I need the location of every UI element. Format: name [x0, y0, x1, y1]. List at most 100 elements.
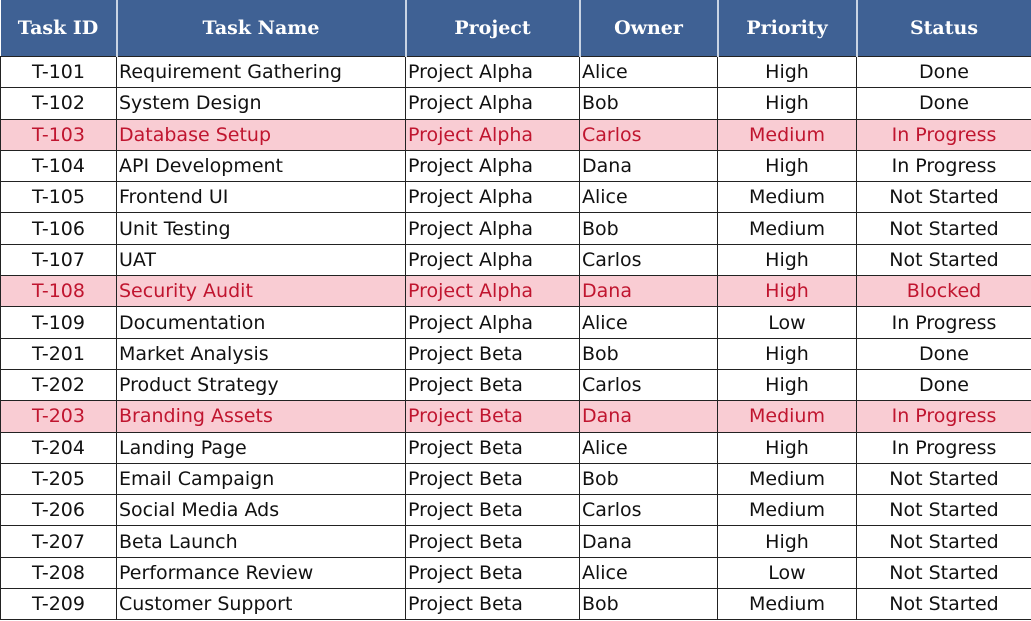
table-row: T-208 Performance Review Project Beta Alice… [0, 556, 1031, 590]
table-cell: High [717, 149, 857, 183]
table-cell: Performance Review [116, 556, 406, 590]
table-cell: Branding Assets [116, 400, 406, 433]
table-cell: T-203 [0, 400, 117, 433]
table-cell: Not Started [856, 181, 1031, 214]
table-row: T-101 Requirement Gathering Project Alpha A… [0, 55, 1031, 89]
table-cell: Medium [717, 181, 857, 214]
table-cell: Dana [579, 149, 718, 183]
table-cell: Medium [717, 118, 857, 151]
table-cell: Blocked [856, 275, 1031, 308]
table-row: T-203 Branding Assets Project Beta Dana Medi… [0, 400, 1031, 433]
table-cell: Alice [579, 306, 718, 339]
table-cell: Product Strategy [116, 368, 406, 402]
table-cell: Project Beta [405, 368, 580, 402]
table-cell: Bob [579, 212, 718, 245]
table-cell: Carlos [579, 118, 718, 151]
table-cell: High [717, 55, 857, 89]
table-cell: Alice [579, 55, 718, 89]
column-header: Task ID [0, 0, 118, 57]
table-row: T-104 API Development Project Alpha Dana Hig… [0, 149, 1031, 183]
column-header: Status [856, 0, 1031, 57]
table-cell: Low [717, 306, 857, 339]
table-cell: T-107 [0, 243, 117, 277]
table-cell: API Development [116, 149, 406, 183]
table-row: T-106 Unit Testing Project Alpha Bob Medium N… [0, 212, 1031, 245]
table-cell: Bob [579, 87, 718, 120]
table-cell: In Progress [856, 400, 1031, 433]
table-cell: Not Started [856, 588, 1031, 621]
table-row: T-107 UAT Project Alpha Carlos High Not Start… [0, 243, 1031, 277]
table-cell: Medium [717, 212, 857, 245]
table-cell: Dana [579, 400, 718, 433]
table-cell: High [717, 243, 857, 277]
table-cell: Project Beta [405, 494, 580, 527]
table-cell: T-109 [0, 306, 117, 339]
table-cell: Not Started [856, 212, 1031, 245]
column-header: Project [405, 0, 581, 57]
table-cell: In Progress [856, 149, 1031, 183]
table-cell: T-207 [0, 525, 117, 558]
table-cell: Database Setup [116, 118, 406, 151]
table-row: T-105 Frontend UI Project Alpha Alice Medium… [0, 181, 1031, 214]
table-cell: Done [856, 368, 1031, 402]
table-cell: Alice [579, 556, 718, 590]
table-cell: Medium [717, 588, 857, 621]
table-cell: Project Beta [405, 588, 580, 621]
table-cell: Alice [579, 431, 718, 464]
table-cell: Social Media Ads [116, 494, 406, 527]
table-cell: Not Started [856, 243, 1031, 277]
table-cell: T-202 [0, 368, 117, 402]
table-cell: Bob [579, 588, 718, 621]
table-cell: Project Alpha [405, 212, 580, 245]
table-cell: T-208 [0, 556, 117, 590]
table-cell: Landing Page [116, 431, 406, 464]
table-cell: UAT [116, 243, 406, 277]
table-cell: Not Started [856, 462, 1031, 496]
table-cell: Done [856, 337, 1031, 370]
table-cell: T-105 [0, 181, 117, 214]
table-cell: In Progress [856, 306, 1031, 339]
table-cell: Project Alpha [405, 181, 580, 214]
table-header: Task ID Task Name Project Owner Priority Stat… [0, 0, 1031, 57]
table-row: T-103 Database Setup Project Alpha Carlos Me… [0, 118, 1031, 151]
table-cell: Beta Launch [116, 525, 406, 558]
table-cell: Medium [717, 462, 857, 496]
table-cell: High [717, 337, 857, 370]
table-cell: Project Alpha [405, 275, 580, 308]
table-cell: Dana [579, 525, 718, 558]
table-cell: T-108 [0, 275, 117, 308]
table-cell: Not Started [856, 494, 1031, 527]
table-cell: Bob [579, 337, 718, 370]
table-cell: T-104 [0, 149, 117, 183]
table-cell: Carlos [579, 494, 718, 527]
table-body: T-101 Requirement Gathering Project Alpha A… [0, 55, 1031, 621]
table-row: T-102 System Design Project Alpha Bob High Do… [0, 87, 1031, 120]
table-cell: Project Beta [405, 525, 580, 558]
table-cell: T-204 [0, 431, 117, 464]
table-cell: Not Started [856, 556, 1031, 590]
table-cell: Security Audit [116, 275, 406, 308]
table-cell: T-209 [0, 588, 117, 621]
table-cell: Project Beta [405, 556, 580, 590]
table-cell: Project Beta [405, 400, 580, 433]
table-cell: Dana [579, 275, 718, 308]
table-cell: High [717, 368, 857, 402]
table-cell: Project Beta [405, 462, 580, 496]
table-cell: Not Started [856, 525, 1031, 558]
table-cell: Project Beta [405, 337, 580, 370]
table-cell: T-206 [0, 494, 117, 527]
header-row: Task ID Task Name Project Owner Priority Stat… [0, 0, 1031, 57]
table-cell: Project Alpha [405, 306, 580, 339]
table-cell: Project Alpha [405, 118, 580, 151]
table-cell: Done [856, 87, 1031, 120]
table-cell: Customer Support [116, 588, 406, 621]
table-cell: Bob [579, 462, 718, 496]
table-cell: Carlos [579, 243, 718, 277]
table-cell: Documentation [116, 306, 406, 339]
table-cell: Project Alpha [405, 87, 580, 120]
table-cell: T-205 [0, 462, 117, 496]
column-header: Owner [579, 0, 719, 57]
table-row: T-205 Email Campaign Project Beta Bob Medium… [0, 462, 1031, 496]
